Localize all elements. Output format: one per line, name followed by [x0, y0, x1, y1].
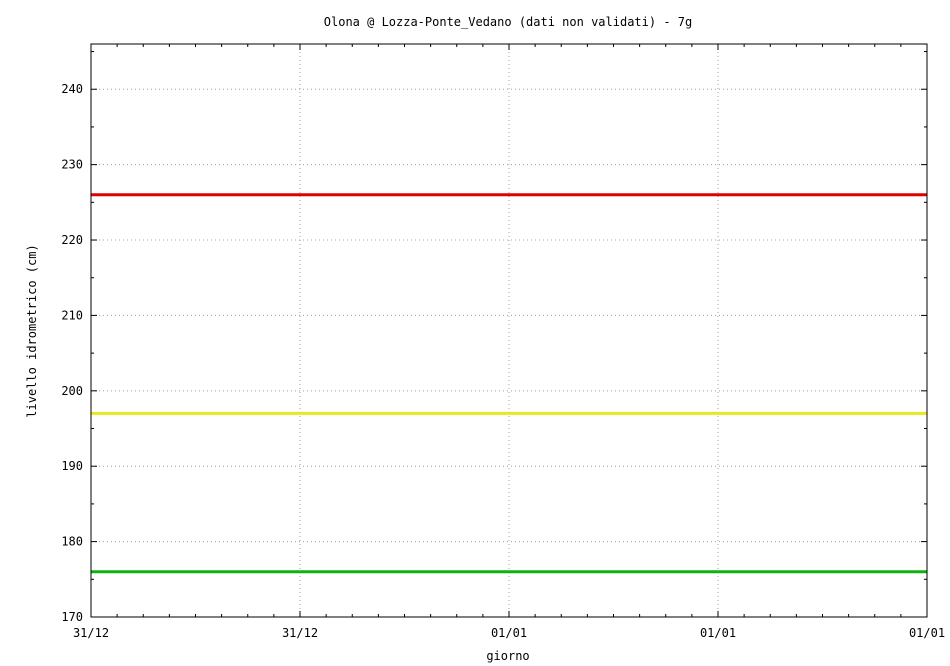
- x-axis-label: giorno: [486, 649, 529, 663]
- x-tick-label: 31/12: [73, 626, 109, 640]
- series-lines: [91, 193, 927, 574]
- plot-frame: [90, 43, 928, 618]
- y-tick-label: 210: [61, 308, 83, 322]
- x-tick-label: 01/01: [700, 626, 736, 640]
- y-tick-label: 190: [61, 459, 83, 473]
- y-tick-label: 200: [61, 384, 83, 398]
- y-tick-label: 170: [61, 610, 83, 624]
- y-tick-label: 230: [61, 158, 83, 172]
- x-tick-label: 31/12: [282, 626, 318, 640]
- y-tick-label: 180: [61, 535, 83, 549]
- chart-title: Olona @ Lozza-Ponte_Vedano (dati non val…: [324, 15, 692, 29]
- y-tick-label: 220: [61, 233, 83, 247]
- y-tick-label: 240: [61, 82, 83, 96]
- y-axis-label: livello idrometrico (cm): [25, 244, 39, 417]
- axes: 170 180 190 200 210 220 230 240 31/12 31/12 01/01 0…: [61, 43, 945, 640]
- grid-lines: [91, 44, 927, 617]
- x-tick-label: 01/01: [909, 626, 945, 640]
- x-tick-label: 01/01: [491, 626, 527, 640]
